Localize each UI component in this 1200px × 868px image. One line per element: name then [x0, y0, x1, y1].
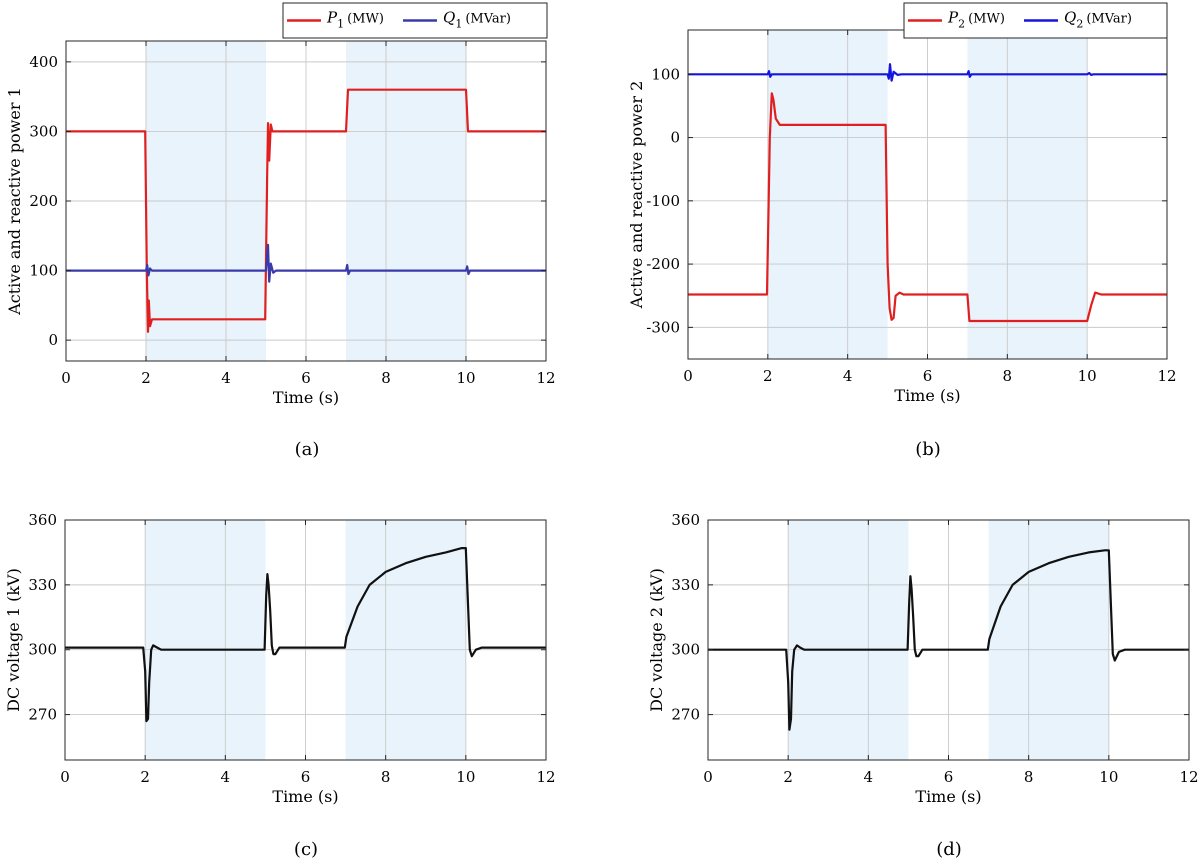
- y-tick-label: -300: [646, 318, 680, 336]
- y-tick-label: 270: [671, 706, 700, 724]
- x-tick-label: 10: [1078, 367, 1097, 385]
- series-line-2: [66, 243, 546, 283]
- x-tick-label: 6: [923, 367, 933, 385]
- x-tick-label: 10: [456, 369, 475, 387]
- x-tick-label: 8: [1024, 768, 1034, 786]
- y-tick-label: 330: [671, 576, 700, 594]
- x-tick-label: 12: [1179, 768, 1198, 786]
- x-tick-label: 0: [61, 369, 71, 387]
- y-tick-label: 0: [670, 129, 680, 147]
- y-axis-label: DC voltage 2 (kV): [647, 568, 666, 712]
- y-tick-label: 100: [29, 262, 58, 280]
- series-line-1: [65, 547, 546, 723]
- y-axis-label: Active and reactive power 1: [5, 87, 24, 316]
- x-tick-label: 12: [536, 369, 555, 387]
- x-tick-label: 2: [763, 367, 773, 385]
- x-tick-label: 8: [381, 768, 391, 786]
- y-tick-label: 360: [28, 511, 57, 529]
- y-tick-label: 330: [28, 576, 57, 594]
- legend: P1 (MW) Q1 (MVar): [282, 2, 548, 39]
- x-tick-label: 8: [1003, 367, 1013, 385]
- series-line-1: [688, 92, 1167, 323]
- shaded-interval: [345, 520, 466, 760]
- series-line-1: [66, 88, 546, 333]
- chart-a: 0 2 4 6 8 10 12 0 100 200 300 400 Time (s) Active and…: [5, 2, 556, 460]
- x-tick-label: 0: [60, 768, 70, 786]
- x-tick-label: 12: [1157, 367, 1176, 385]
- y-tick-label: 0: [48, 331, 58, 349]
- legend-label: Q2 (MVar): [1064, 9, 1132, 31]
- x-tick-label: 2: [141, 369, 151, 387]
- x-tick-label: 10: [456, 768, 475, 786]
- y-tick-label: 100: [651, 65, 680, 83]
- x-tick-label: 4: [221, 768, 231, 786]
- x-tick-label: 6: [301, 768, 311, 786]
- y-tick-label: -200: [646, 255, 680, 273]
- y-tick-label: -100: [646, 192, 680, 210]
- x-tick-label: 0: [683, 367, 693, 385]
- chart-b: 0 2 4 6 8 10 12 -300 -200 -100 0 100 Time (s) Active …: [627, 2, 1177, 460]
- x-tick-label: 4: [843, 367, 853, 385]
- series-line-1: [708, 549, 1189, 731]
- y-axis-label: Active and reactive power 2: [627, 81, 646, 310]
- chart-c: 0 2 4 6 8 10 12 270 300 330 360 Time (s) DC voltage …: [4, 511, 556, 860]
- y-tick-label: 300: [29, 122, 58, 140]
- legend-label: P1 (MW): [326, 9, 384, 31]
- x-tick-label: 2: [783, 768, 793, 786]
- series-line-2: [688, 63, 1167, 82]
- y-tick-label: 270: [28, 706, 57, 724]
- x-tick-label: 4: [864, 768, 874, 786]
- shaded-interval: [767, 30, 888, 359]
- x-tick-label: 10: [1099, 768, 1118, 786]
- x-tick-label: 4: [221, 369, 231, 387]
- chart-d: 0 2 4 6 8 10 12 270 300 330 360 Time (s) DC voltage …: [647, 511, 1199, 860]
- figure-caption: (c): [294, 839, 318, 860]
- legend: P2 (MW) Q2 (MVar): [903, 2, 1168, 39]
- x-tick-label: 2: [140, 768, 150, 786]
- shaded-interval: [988, 520, 1109, 760]
- x-tick-label: 12: [536, 768, 555, 786]
- figure-caption: (a): [295, 439, 320, 460]
- y-tick-label: 400: [29, 53, 58, 71]
- figure-caption: (d): [936, 839, 962, 860]
- x-tick-label: 8: [381, 369, 391, 387]
- shaded-interval: [788, 520, 909, 760]
- y-tick-label: 360: [671, 511, 700, 529]
- y-tick-label: 200: [29, 192, 58, 210]
- y-axis-label: DC voltage 1 (kV): [4, 568, 23, 712]
- x-axis-label: Time (s): [273, 388, 339, 407]
- x-axis-label: Time (s): [894, 386, 960, 405]
- shaded-interval: [145, 520, 266, 760]
- legend-label: Q1 (MVar): [443, 9, 511, 31]
- x-tick-label: 6: [944, 768, 954, 786]
- x-axis-label: Time (s): [915, 787, 981, 806]
- x-axis-label: Time (s): [272, 787, 338, 806]
- figure-caption: (b): [915, 439, 941, 460]
- legend-box: [903, 2, 1168, 39]
- y-tick-label: 300: [28, 641, 57, 659]
- y-tick-label: 300: [671, 641, 700, 659]
- x-tick-label: 0: [703, 768, 713, 786]
- shaded-interval: [967, 30, 1088, 359]
- legend-label: P2 (MW): [947, 9, 1005, 31]
- x-tick-label: 6: [301, 369, 311, 387]
